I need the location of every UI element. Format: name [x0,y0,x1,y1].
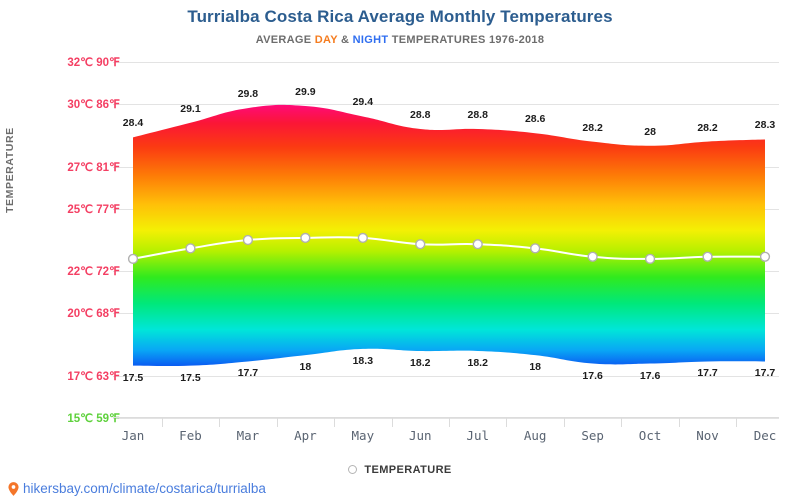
y-axis-tick-label: 27℃ 81℉ [67,161,120,174]
y-gridline [113,376,779,378]
x-axis-month-label: Apr [294,428,317,443]
data-point-marker[interactable] [587,251,598,262]
day-temperature-label: 28.6 [524,113,546,126]
y-axis-tick-label: 15℃ 59℉ [67,413,120,425]
day-temperature-label: 28.3 [754,119,776,132]
x-axis-month-label: Jan [121,428,145,443]
day-temperature-label: 29.9 [295,85,316,98]
y-gridline [113,418,779,419]
data-point-marker[interactable] [702,251,713,262]
night-temperature-label: 17.6 [639,369,661,382]
x-axis-tick-separator [391,418,393,427]
x-axis-tick-separator [276,418,278,427]
day-temperature-label: 28 [644,125,656,138]
x-axis-tick-separator [678,418,680,427]
x-axis-tick-separator [621,418,623,427]
x-axis-tick-separator [334,418,336,427]
day-temperature-label: 29.8 [237,88,259,101]
x-axis-tick-separator [563,418,565,427]
night-temperature-label: 17.7 [697,367,718,380]
data-point-marker[interactable] [127,253,139,264]
x-axis-month-label: Jun [408,428,432,443]
x-axis-month-label: Mar [236,428,260,443]
y-axis-tick-label: 17℃ 63℉ [67,371,120,384]
legend-label: TEMPERATURE [364,464,452,476]
x-axis-month-label: Feb [179,428,202,443]
night-temperature-label: 18 [299,361,312,374]
subtitle-ampersand: & [337,34,353,46]
data-point-marker[interactable] [759,251,771,262]
y-axis-tick-label: 30℃ 86℉ [67,98,120,111]
temperature-range-band [133,104,765,367]
x-axis-line [113,417,779,418]
day-temperature-label: 28.8 [410,109,431,121]
page-title: Turrialba Costa Rica Average Monthly Tem… [187,7,613,26]
subtitle-night-word: NIGHT [352,34,389,46]
night-temperature-label: 18.3 [352,354,374,367]
data-point-marker[interactable] [415,239,426,250]
subtitle-prefix: AVERAGE [255,34,315,46]
data-point-marker[interactable] [300,232,311,244]
subtitle-day-word: DAY [314,34,338,46]
day-temperature-label: 28.8 [467,109,488,121]
average-temperature-line [132,236,766,260]
x-axis-tick-separator [449,418,450,427]
x-axis-month-label: Sep [581,428,604,443]
location-pin-icon [8,481,19,496]
y-axis-tick-label: 22℃ 72℉ [67,266,120,279]
x-axis-month-label: Oct [638,428,662,443]
day-temperature-label: 29.1 [180,102,201,115]
day-temperature-label: 28.4 [122,117,144,130]
night-temperature-label: 18.2 [467,356,488,369]
source-link[interactable]: hikersbay.com/climate/costarica/turrialb… [8,481,266,496]
night-temperature-label: 17.6 [582,369,603,382]
x-axis-month-label: May [351,428,375,443]
day-temperature-label: 28.2 [582,121,603,134]
x-axis-month-label: Aug [523,428,547,443]
night-temperature-label: 17.5 [122,371,144,384]
x-axis-tick-separator [736,418,738,427]
source-url-text: hikersbay.com/climate/costarica/turrialb… [23,481,266,496]
x-axis-tick-separator [506,418,508,427]
data-point-marker[interactable] [530,243,541,254]
y-gridline [113,62,779,63]
data-point-marker[interactable] [644,253,656,264]
data-point-marker[interactable] [357,232,368,244]
data-point-marker[interactable] [242,234,254,246]
night-temperature-label: 17.7 [237,367,259,380]
chart-subtitle: AVERAGE DAY & NIGHT TEMPERATURES 1976-20… [0,34,800,46]
circle-outline-icon [348,465,358,474]
night-temperature-label: 17.7 [754,367,776,380]
y-axis-tick-label: 25℃ 77℉ [67,203,120,216]
y-axis-tick-label: 20℃ 68℉ [67,308,120,321]
x-axis-tick-separator [219,418,221,427]
day-temperature-label: 29.4 [352,96,374,109]
data-point-marker[interactable] [472,239,483,250]
night-temperature-label: 18.2 [410,356,431,369]
night-temperature-label: 17.5 [180,371,201,384]
night-temperature-label: 18 [529,361,542,374]
y-axis-tick-label: 32℃ 90℉ [67,57,120,69]
x-axis-month-label: Dec [753,428,777,443]
x-axis-tick-separator [161,418,163,427]
y-gridline [113,103,779,105]
day-temperature-label: 28.2 [697,121,718,134]
chart-legend[interactable]: TEMPERATURE [0,464,800,476]
x-axis-month-label: Jul [466,428,490,443]
data-point-marker[interactable] [185,243,196,254]
x-axis-month-label: Nov [696,428,719,443]
subtitle-suffix: TEMPERATURES 1976-2018 [388,34,545,46]
